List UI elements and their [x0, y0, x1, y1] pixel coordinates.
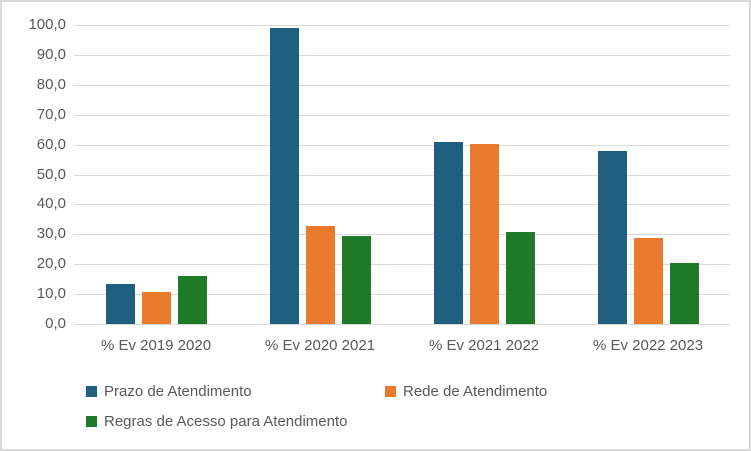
y-tick-label: 0,0	[45, 315, 66, 332]
y-tick-label: 40,0	[36, 195, 66, 213]
bar-prazo-de-atendimento[interactable]	[597, 150, 627, 324]
gridline	[74, 114, 730, 116]
bar-prazo-de-atendimento[interactable]	[433, 141, 463, 324]
legend-item-regras-de-acesso-para-atendimento[interactable]: Regras de Acesso para Atendimento	[86, 413, 348, 430]
plot-area	[74, 25, 730, 325]
gridline	[74, 84, 730, 86]
bar-group	[402, 25, 566, 324]
gridline	[74, 174, 730, 176]
bar-group	[74, 25, 238, 324]
gridline	[74, 294, 730, 296]
bar-group	[238, 25, 402, 324]
bar-regras-de-acesso-para-atendimento[interactable]	[669, 263, 699, 324]
bar-rede-de-atendimento[interactable]	[633, 237, 663, 324]
gridline	[74, 234, 730, 236]
x-category-label: % Ev 2021 2022	[428, 337, 540, 354]
y-tick-label: 100,0	[28, 16, 66, 33]
y-tick-label: 10,0	[36, 285, 66, 303]
y-tick-label: 60,0	[36, 135, 66, 153]
bar-group	[566, 25, 730, 324]
bar-prazo-de-atendimento[interactable]	[105, 283, 135, 324]
bar-rede-de-atendimento[interactable]	[469, 144, 499, 324]
legend-label: Rede de Atendimento	[403, 383, 548, 400]
y-tick-label: 80,0	[36, 75, 66, 93]
bar-prazo-de-atendimento[interactable]	[269, 28, 299, 324]
x-category-label: % Ev 2022 2023	[592, 337, 704, 354]
bar-regras-de-acesso-para-atendimento[interactable]	[505, 232, 535, 324]
gridline	[74, 144, 730, 146]
bar-regras-de-acesso-para-atendimento[interactable]	[341, 236, 371, 324]
legend-item-prazo-de-atendimento[interactable]: Prazo de Atendimento	[86, 383, 252, 400]
bar-rede-de-atendimento[interactable]	[141, 292, 171, 324]
gridline	[74, 25, 730, 26]
x-category-label: % Ev 2020 2021	[264, 337, 376, 354]
x-category-label: % Ev 2019 2020	[100, 337, 212, 354]
bar-groups	[74, 25, 730, 324]
y-tick-label: 90,0	[36, 45, 66, 63]
legend-label: Prazo de Atendimento	[104, 383, 252, 400]
gridline	[74, 54, 730, 56]
y-tick-label: 70,0	[36, 105, 66, 123]
legend-item-rede-de-atendimento[interactable]: Rede de Atendimento	[385, 383, 547, 400]
gridline	[74, 204, 730, 206]
legend-marker-icon	[86, 416, 97, 427]
legend-marker-icon	[86, 386, 97, 397]
y-tick-label: 30,0	[36, 225, 66, 243]
bar-rede-de-atendimento[interactable]	[305, 226, 335, 324]
legend-marker-icon	[385, 386, 396, 397]
y-tick-label: 20,0	[36, 255, 66, 273]
legend-label: Regras de Acesso para Atendimento	[104, 413, 348, 430]
bar-regras-de-acesso-para-atendimento[interactable]	[177, 276, 207, 324]
gridline	[74, 264, 730, 266]
y-axis: 100,0 90,0 80,0 70,0 60,0 50,0 40,0 30,0 20,0 10,…	[2, 16, 66, 332]
gridline	[74, 324, 730, 325]
y-tick-label: 50,0	[36, 165, 66, 183]
x-axis: % Ev 2019 2020 % Ev 2020 2021 % Ev 2021 20…	[74, 333, 730, 359]
